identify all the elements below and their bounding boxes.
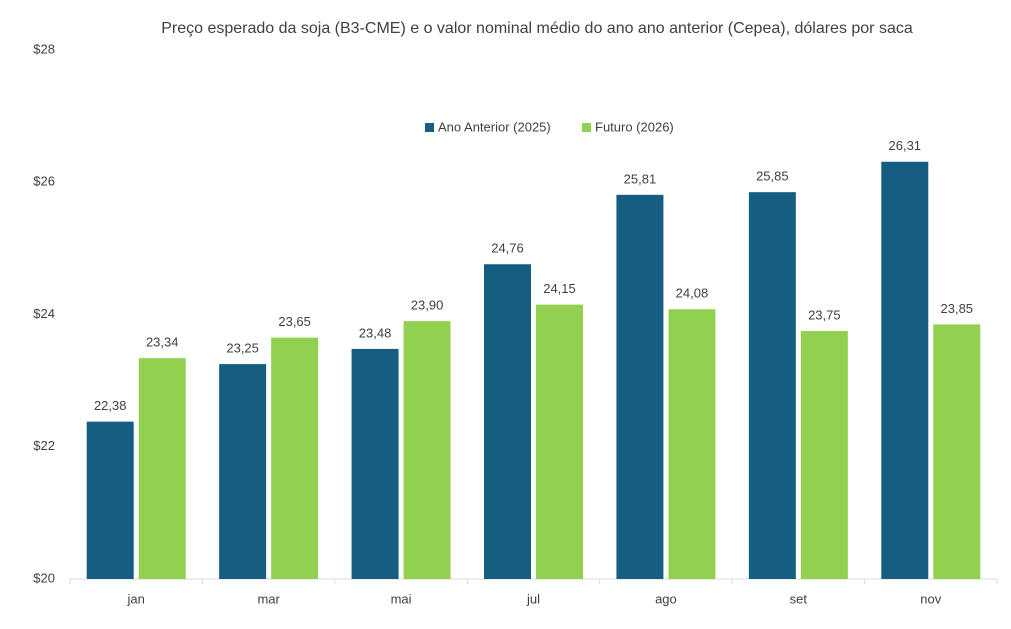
y-tick-label: $26 [33, 174, 55, 189]
x-tick-label: ago [655, 591, 677, 606]
bar [271, 337, 319, 579]
bar [933, 324, 981, 579]
bar [881, 161, 929, 579]
x-tick-label: mai [391, 591, 412, 606]
bar [219, 364, 267, 579]
chart-title: Preço esperado da soja (B3-CME) e o valo… [161, 20, 913, 37]
value-label: 23,65 [278, 314, 311, 329]
bar [484, 264, 531, 579]
value-label: 22,38 [94, 398, 127, 413]
value-label: 24,15 [543, 281, 576, 296]
x-tick-label: jan [127, 591, 145, 606]
bar [403, 321, 451, 579]
bar [86, 421, 134, 579]
value-label: 25,81 [624, 171, 657, 186]
value-label: 25,85 [756, 169, 789, 184]
bar [616, 194, 664, 579]
value-label: 24,76 [491, 241, 524, 256]
bar [800, 331, 848, 579]
y-tick-label: $24 [33, 306, 55, 321]
value-label: 23,75 [808, 307, 841, 322]
x-tick-label: mar [257, 591, 280, 606]
bar [138, 358, 186, 579]
bar [668, 309, 716, 579]
y-tick-label: $28 [33, 41, 55, 56]
bar [748, 192, 796, 579]
legend-swatch [582, 123, 591, 132]
y-tick-label: $22 [33, 438, 55, 453]
value-label: 23,48 [359, 325, 392, 340]
x-tick-label: set [790, 591, 808, 606]
value-label: 23,34 [146, 335, 179, 350]
value-label: 23,90 [411, 298, 444, 313]
legend-swatch [425, 123, 434, 132]
x-tick-label: nov [920, 591, 941, 606]
y-tick-label: $20 [33, 570, 55, 585]
bar [536, 304, 583, 579]
value-label: 24,08 [676, 286, 709, 301]
x-tick-label: jul [526, 591, 540, 606]
value-label: 23,25 [226, 341, 259, 356]
value-label: 26,31 [889, 138, 922, 153]
legend-label: Futuro (2026) [595, 119, 674, 134]
bar [351, 348, 399, 579]
value-label: 23,85 [941, 301, 974, 316]
legend-label: Ano Anterior (2025) [438, 119, 551, 134]
